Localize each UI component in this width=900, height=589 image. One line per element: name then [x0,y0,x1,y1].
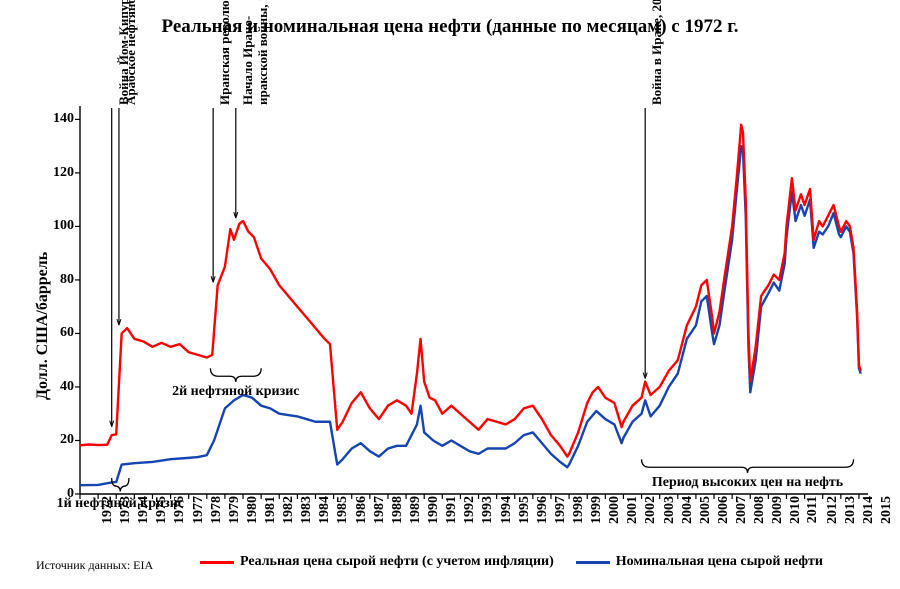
xtick-label: 1992 [462,496,478,524]
legend-swatch-real [200,561,234,564]
event-label: Арабское нефтяное эмбарго, 1973 [123,0,139,105]
ytick-label: 60 [60,325,80,341]
xtick-label: 2014 [861,496,877,524]
xtick-label: 1996 [535,496,551,524]
xtick-label: 1997 [553,496,569,524]
y-axis-label: Долл. США/баррель [34,252,52,400]
xtick-label: 1989 [408,496,424,524]
xtick-label: 1984 [317,496,333,524]
xtick-label: 1981 [263,496,279,524]
xtick-label: 1988 [390,496,406,524]
ytick-label: 40 [60,379,80,395]
xtick-label: 1978 [209,496,225,524]
xtick-label: 1990 [426,496,442,524]
xtick-label: 2009 [770,496,786,524]
xtick-label: 2001 [625,496,641,524]
xtick-label: 1979 [227,496,243,524]
event-label: Начало Ирано- [240,16,256,105]
brace-label: Период высоких цен на нефть [652,475,843,491]
event-label: Война в Ираке, 2003 [649,0,665,105]
data-source: Источник данных: EIA [36,558,153,573]
event-label: Иранская революция, 1979 [217,0,233,105]
xtick-label: 1982 [281,496,297,524]
series-real [80,125,861,457]
ytick-label: 100 [53,218,80,234]
ytick-label: 140 [53,111,80,127]
legend-item-real: Реальная цена сырой нефти (с учетом инфл… [200,554,554,570]
xtick-label: 2013 [843,496,859,524]
xtick-label: 2010 [788,496,804,524]
legend: Реальная цена сырой нефти (с учетом инфл… [200,554,823,570]
xtick-label: 2004 [680,496,696,524]
xtick-label: 1987 [372,496,388,524]
legend-label-real: Реальная цена сырой нефти (с учетом инфл… [240,554,554,570]
ytick-label: 20 [60,432,80,448]
xtick-label: 1985 [335,496,351,524]
legend-swatch-nominal [576,561,610,564]
xtick-label: 1993 [480,496,496,524]
xtick-label: 2011 [806,496,822,523]
brace-label: 1й нефтяной кризис [57,496,184,512]
xtick-label: 1999 [589,496,605,524]
xtick-label: 2015 [879,496,895,524]
xtick-label: 2012 [825,496,841,524]
xtick-label: 2000 [607,496,623,524]
xtick-label: 1980 [245,496,261,524]
xtick-label: 1995 [517,496,533,524]
xtick-label: 1998 [571,496,587,524]
legend-label-nominal: Номинальная цена сырой нефти [616,554,823,570]
xtick-label: 2007 [734,496,750,524]
plot-area: 0204060801001201401972197319741975197619… [80,106,868,494]
brace-label: 2й нефтяной кризис [172,384,299,400]
ytick-label: 120 [53,165,80,181]
xtick-label: 1991 [444,496,460,524]
xtick-label: 1977 [191,496,207,524]
xtick-label: 1986 [354,496,370,524]
xtick-label: 1994 [499,496,515,524]
legend-item-nominal: Номинальная цена сырой нефти [576,554,823,570]
ytick-label: 80 [60,272,80,288]
xtick-label: 2003 [662,496,678,524]
series-nominal [80,146,861,485]
xtick-label: 2005 [698,496,714,524]
xtick-label: 1983 [299,496,315,524]
xtick-label: 2002 [643,496,659,524]
xtick-label: 2006 [716,496,732,524]
event-label: иракской войны, 1980 [255,0,271,105]
xtick-label: 2008 [752,496,768,524]
